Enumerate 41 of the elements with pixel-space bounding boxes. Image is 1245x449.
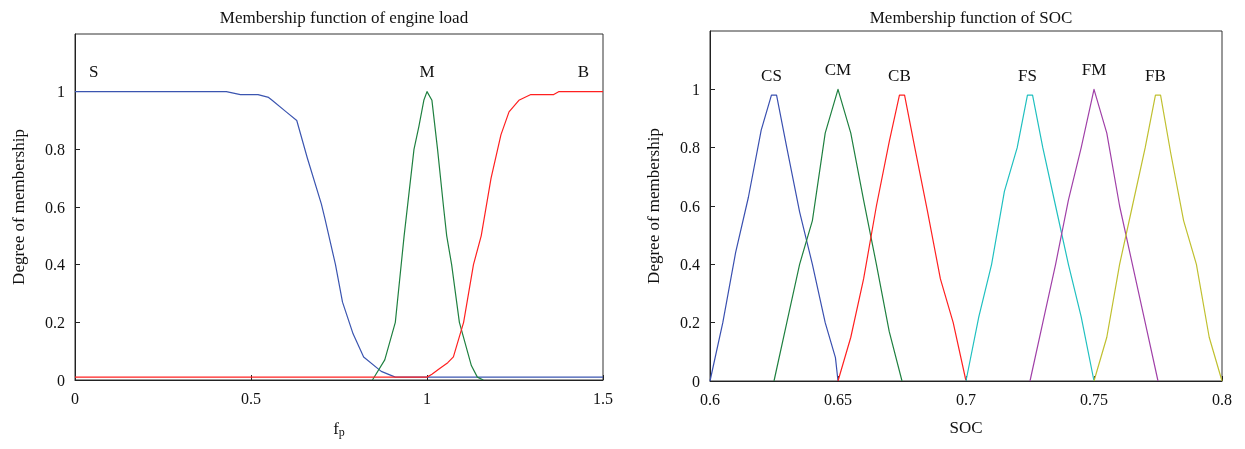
y-tick-label: 0.6 (45, 198, 65, 216)
x-tick-label: 0.5 (241, 389, 261, 407)
x-tick-label: 0.8 (1212, 390, 1232, 408)
series-label: FS (1017, 65, 1037, 85)
y-axis-title: Degree of membership (644, 128, 663, 284)
line-series (837, 94, 967, 382)
y-tick-label: 0.2 (45, 313, 65, 331)
line-series (371, 91, 484, 381)
x-axis-title: SOC (949, 418, 983, 437)
series-label: CM (824, 59, 852, 79)
y-tick-label: 0.8 (45, 140, 65, 158)
x-tick-label: 0 (71, 389, 79, 407)
y-tick-label: 0 (57, 371, 65, 389)
y-tick-label: 0 (692, 372, 700, 390)
chart-title: Membership function of SOC (869, 8, 1073, 27)
line-series (1029, 88, 1159, 382)
series-label: FB (1145, 65, 1166, 85)
y-tick-label: 1 (692, 80, 700, 98)
chart-title: Membership function of engine load (219, 8, 469, 27)
x-tick-label: 0.65 (824, 390, 852, 408)
line-series (965, 94, 1095, 382)
series-label: B (577, 62, 589, 82)
line-series (709, 94, 839, 382)
line-series (773, 88, 903, 382)
x-tick-label: 1 (423, 389, 431, 407)
series-label: CS (761, 65, 782, 85)
x-tick-label: 1.5 (593, 389, 613, 407)
y-tick-label: 0.8 (680, 139, 700, 157)
y-tick-label: 1 (57, 83, 65, 101)
series-label: M (419, 62, 435, 82)
y-axis-title: Degree of membership (9, 129, 28, 285)
y-tick-label: 0.4 (45, 256, 65, 274)
y-tick-label: 0.4 (680, 255, 700, 273)
y-tick-label: 0.2 (680, 314, 700, 332)
y-tick-label: 0.6 (680, 197, 700, 215)
series-label: S (89, 62, 99, 82)
x-tick-label: 0.75 (1080, 390, 1108, 408)
line-series (1093, 94, 1223, 382)
x-tick-label: 0.7 (956, 390, 976, 408)
series-label: FM (1081, 59, 1107, 79)
series-label: CB (888, 65, 911, 85)
